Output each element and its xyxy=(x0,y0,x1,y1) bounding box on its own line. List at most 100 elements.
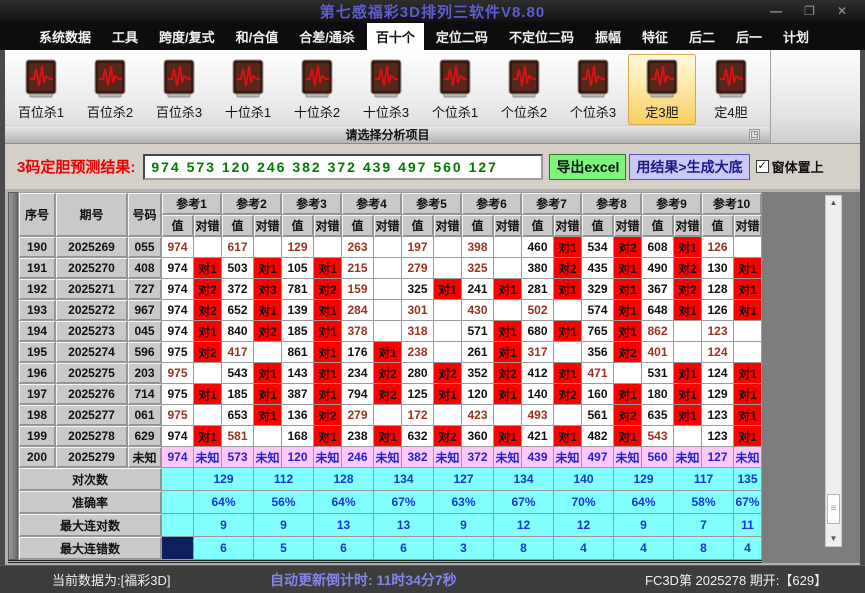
summary-value-cell[interactable]: 13 xyxy=(373,513,434,537)
mark-cell[interactable]: 对1 xyxy=(493,320,522,342)
mark-cell[interactable] xyxy=(673,425,702,447)
summary-value-cell[interactable]: 4 xyxy=(613,536,674,560)
number-cell[interactable]: 967 xyxy=(127,299,162,321)
summary-value-cell[interactable]: 13 xyxy=(313,513,374,537)
value-cell[interactable]: 653 xyxy=(221,404,254,426)
value-cell[interactable]: 238 xyxy=(401,341,434,363)
summary-value-cell[interactable]: 134 xyxy=(493,467,554,491)
value-cell[interactable]: 608 xyxy=(641,236,674,258)
value-cell[interactable]: 281 xyxy=(521,278,554,300)
value-cell[interactable]: 561 xyxy=(581,404,614,426)
mark-cell[interactable]: 对1 xyxy=(493,383,522,405)
mark-cell[interactable] xyxy=(553,341,582,363)
value-cell[interactable]: 781 xyxy=(281,278,314,300)
mark-cell[interactable] xyxy=(553,404,582,426)
summary-value-cell[interactable]: 67% xyxy=(733,490,762,514)
value-cell[interactable]: 974 xyxy=(161,320,194,342)
mark-cell[interactable]: 对2 xyxy=(553,383,582,405)
mark-cell[interactable] xyxy=(193,404,222,426)
number-cell[interactable]: 045 xyxy=(127,320,162,342)
period-cell[interactable]: 2025274 xyxy=(55,341,128,363)
mark-cell[interactable] xyxy=(373,320,402,342)
mark-cell[interactable] xyxy=(253,236,282,258)
value-cell[interactable]: 215 xyxy=(341,257,374,279)
mark-cell[interactable]: 对1 xyxy=(733,257,762,279)
value-cell[interactable]: 502 xyxy=(521,299,554,321)
tool-button-十位杀3[interactable]: 十位杀3 xyxy=(352,54,420,125)
mark-cell[interactable]: 未知 xyxy=(673,446,702,468)
value-cell[interactable]: 421 xyxy=(521,425,554,447)
summary-value-cell[interactable]: 4 xyxy=(733,536,762,560)
export-excel-button[interactable]: 导出excel xyxy=(549,153,627,180)
dialog-launcher-icon[interactable]: ◳ xyxy=(749,129,760,140)
value-cell[interactable]: 460 xyxy=(521,236,554,258)
summary-value-cell[interactable]: 67% xyxy=(493,490,554,514)
menu-item-后二[interactable]: 后二 xyxy=(688,29,715,45)
summary-value-cell[interactable]: 12 xyxy=(553,513,614,537)
value-cell[interactable]: 317 xyxy=(521,341,554,363)
scroll-up-icon[interactable]: ▲ xyxy=(829,198,838,207)
mark-cell[interactable]: 对1 xyxy=(433,383,462,405)
seq-cell[interactable]: 192 xyxy=(18,278,56,300)
summary-value-cell[interactable]: 3 xyxy=(433,536,494,560)
prediction-result-input[interactable] xyxy=(143,153,544,180)
value-cell[interactable]: 974 xyxy=(161,446,194,468)
stay-on-top-option[interactable]: ✓ 窗体置上 xyxy=(755,157,824,176)
mark-cell[interactable]: 对1 xyxy=(673,404,702,426)
summary-value-cell[interactable]: 58% xyxy=(673,490,734,514)
mark-cell[interactable]: 对3 xyxy=(253,278,282,300)
value-cell[interactable]: 975 xyxy=(161,383,194,405)
summary-value-cell[interactable]: 9 xyxy=(253,513,314,537)
value-cell[interactable]: 160 xyxy=(581,383,614,405)
mark-cell[interactable]: 对1 xyxy=(373,341,402,363)
mark-cell[interactable]: 对1 xyxy=(193,425,222,447)
value-cell[interactable]: 261 xyxy=(461,341,494,363)
summary-value-cell[interactable]: 56% xyxy=(253,490,314,514)
value-cell[interactable]: 497 xyxy=(581,446,614,468)
mark-cell[interactable]: 对1 xyxy=(613,278,642,300)
mark-cell[interactable] xyxy=(733,236,762,258)
number-cell[interactable]: 055 xyxy=(127,236,162,258)
summary-spacer-cell[interactable] xyxy=(161,513,194,537)
value-cell[interactable]: 140 xyxy=(521,383,554,405)
mark-cell[interactable]: 对1 xyxy=(553,320,582,342)
mark-cell[interactable]: 对2 xyxy=(313,278,342,300)
value-cell[interactable]: 648 xyxy=(641,299,674,321)
summary-value-cell[interactable]: 64% xyxy=(613,490,674,514)
mark-cell[interactable]: 对1 xyxy=(613,425,642,447)
value-cell[interactable]: 840 xyxy=(221,320,254,342)
value-cell[interactable]: 126 xyxy=(701,299,734,321)
mark-cell[interactable]: 对1 xyxy=(493,278,522,300)
value-cell[interactable]: 185 xyxy=(221,383,254,405)
value-cell[interactable]: 417 xyxy=(221,341,254,363)
value-cell[interactable]: 560 xyxy=(641,446,674,468)
mark-cell[interactable]: 对2 xyxy=(253,320,282,342)
mark-cell[interactable] xyxy=(733,320,762,342)
value-cell[interactable]: 185 xyxy=(281,320,314,342)
mark-cell[interactable]: 对1 xyxy=(493,425,522,447)
value-cell[interactable]: 172 xyxy=(401,404,434,426)
mark-cell[interactable] xyxy=(313,236,342,258)
value-cell[interactable]: 352 xyxy=(461,362,494,384)
value-cell[interactable]: 301 xyxy=(401,299,434,321)
mark-cell[interactable] xyxy=(433,341,462,363)
value-cell[interactable]: 652 xyxy=(221,299,254,321)
mark-cell[interactable]: 未知 xyxy=(373,446,402,468)
mark-cell[interactable] xyxy=(673,341,702,363)
summary-value-cell[interactable]: 129 xyxy=(613,467,674,491)
mark-cell[interactable] xyxy=(373,257,402,279)
summary-label[interactable]: 准确率 xyxy=(18,490,162,514)
mark-cell[interactable]: 对2 xyxy=(673,257,702,279)
summary-value-cell[interactable]: 135 xyxy=(733,467,762,491)
summary-label[interactable]: 对次数 xyxy=(18,467,162,491)
value-cell[interactable]: 617 xyxy=(221,236,254,258)
value-cell[interactable]: 378 xyxy=(341,320,374,342)
mark-cell[interactable]: 对1 xyxy=(313,362,342,384)
mark-cell[interactable]: 未知 xyxy=(313,446,342,468)
value-cell[interactable]: 574 xyxy=(581,299,614,321)
mark-cell[interactable]: 对1 xyxy=(493,341,522,363)
tool-button-百位杀2[interactable]: 百位杀2 xyxy=(76,54,144,125)
value-cell[interactable]: 263 xyxy=(341,236,374,258)
mark-cell[interactable]: 未知 xyxy=(193,446,222,468)
mark-cell[interactable]: 对2 xyxy=(553,257,582,279)
